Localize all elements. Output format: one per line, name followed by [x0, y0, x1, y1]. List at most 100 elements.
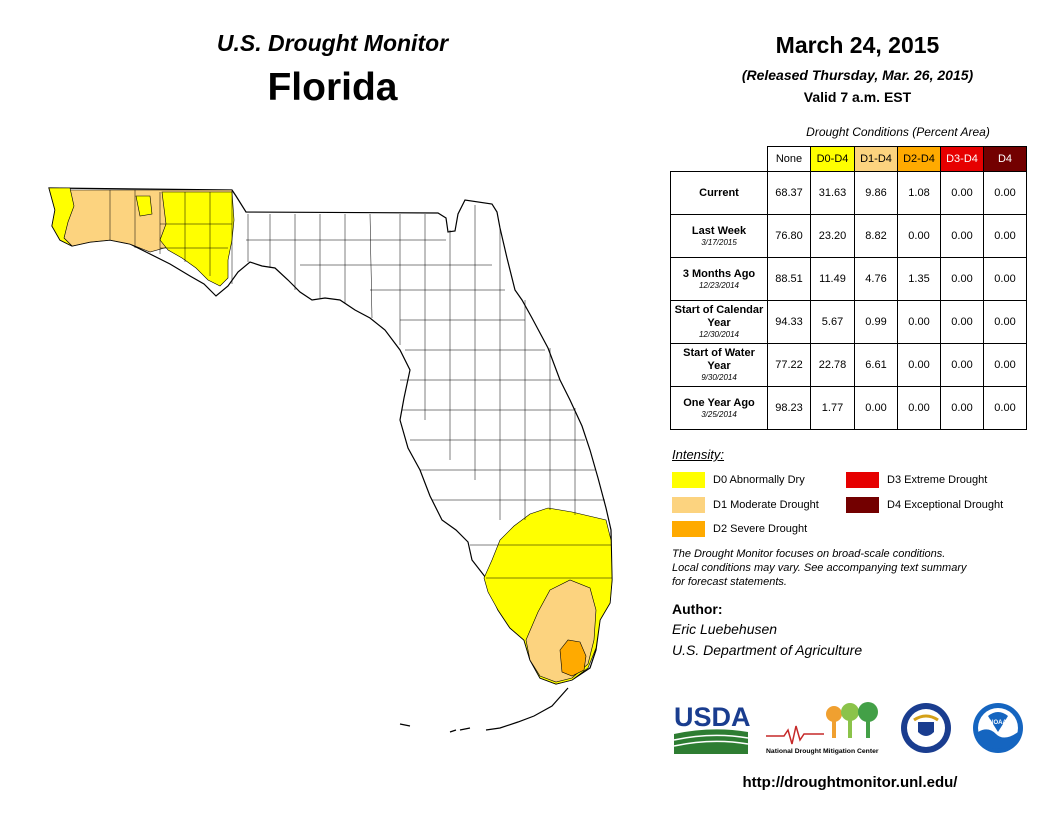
legend-label: D4 Exceptional Drought — [887, 499, 1004, 511]
table-row: Start of Water Year 9/30/2014 77.22 22.78… — [670, 343, 1027, 387]
note-line: Local conditions may vary. See accompany… — [672, 562, 967, 574]
panhandle-d0-small — [135, 195, 153, 217]
doc-seal-icon — [901, 703, 951, 753]
table-row: One Year Ago 3/25/2014 98.23 1.77 0.00 0.… — [670, 386, 1027, 430]
row-label: Start of Water Year 9/30/2014 — [670, 343, 768, 387]
usda-logo: USDA — [673, 702, 751, 754]
col-header: D0-D4 — [810, 146, 855, 172]
row-label-text: 3 Months Ago — [682, 267, 756, 280]
table-corner — [670, 146, 768, 172]
table-cell: 11.49 — [810, 257, 855, 301]
website-url[interactable]: http://droughtmonitor.unl.edu/ — [742, 774, 958, 791]
row-date: 9/30/2014 — [701, 373, 737, 382]
row-date: 12/23/2014 — [698, 280, 740, 290]
key-islands — [399, 723, 471, 733]
table-cell: 0.00 — [983, 214, 1027, 258]
table-cell: 0.00 — [940, 386, 984, 430]
col-header: D3-D4 — [940, 146, 984, 172]
state-title: Florida — [267, 66, 398, 109]
row-date: 3/17/2015 — [701, 237, 737, 247]
table-cell: 0.00 — [940, 343, 984, 387]
table-cell: 0.00 — [940, 171, 984, 215]
panhandle-d0-east — [159, 191, 235, 287]
row-label-text: Last Week — [691, 224, 747, 237]
row-date: 12/30/2014 — [698, 330, 740, 339]
legend-label: D1 Moderate Drought — [713, 499, 819, 511]
legend-item-d1: D1 Moderate Drought — [672, 497, 819, 513]
legend-label: D2 Severe Drought — [713, 523, 808, 535]
row-date: 3/25/2014 — [701, 409, 737, 419]
table-header-row: None D0-D4 D1-D4 D2-D4 D3-D4 D4 — [670, 146, 1027, 172]
table-row: Last Week 3/17/2015 76.80 23.20 8.82 0.00… — [670, 214, 1027, 258]
florida-keys — [485, 687, 569, 731]
row-label-text: Current — [699, 186, 739, 199]
col-header: None — [767, 146, 811, 172]
legend-label: D0 Abnormally Dry — [713, 474, 805, 486]
county-lines — [109, 190, 612, 579]
note-line: for forecast statements. — [672, 576, 787, 588]
table-cell: 6.61 — [854, 343, 898, 387]
table-cell: 94.33 — [767, 300, 811, 344]
usda-logo-text: USDA — [674, 702, 751, 732]
legend-item-d3: D3 Extreme Drought — [846, 472, 987, 488]
monitor-title: U.S. Drought Monitor — [216, 30, 449, 56]
table-cell: 76.80 — [767, 214, 811, 258]
row-label: One Year Ago 3/25/2014 — [670, 386, 768, 430]
legend-item-d0: D0 Abnormally Dry — [672, 472, 805, 488]
table-caption: Drought Conditions (Percent Area) — [806, 125, 990, 139]
map-date: March 24, 2015 — [775, 32, 940, 58]
table-row: 3 Months Ago 12/23/2014 88.51 11.49 4.76 … — [670, 257, 1027, 301]
table-cell: 0.00 — [983, 257, 1027, 301]
legend-title: Intensity: — [672, 447, 725, 462]
row-label-text: One Year Ago — [683, 396, 755, 409]
table-cell: 31.63 — [810, 171, 855, 215]
table-cell: 0.00 — [897, 214, 941, 258]
table-cell: 0.00 — [940, 300, 984, 344]
author-org: U.S. Department of Agriculture — [672, 642, 863, 658]
legend-item-d2: D2 Severe Drought — [672, 521, 807, 537]
legend-swatch — [672, 521, 705, 537]
table-cell: 23.20 — [810, 214, 855, 258]
noaa-logo-text: NOAA — [989, 720, 1007, 726]
table-cell: 0.00 — [983, 386, 1027, 430]
legend-label: D3 Extreme Drought — [887, 474, 988, 486]
col-header: D2-D4 — [897, 146, 941, 172]
legend-swatch — [846, 497, 879, 513]
table-cell: 4.76 — [854, 257, 898, 301]
table-cell: 0.00 — [897, 343, 941, 387]
table-cell: 5.67 — [810, 300, 855, 344]
table-cell: 0.00 — [940, 214, 984, 258]
col-header: D4 — [983, 146, 1027, 172]
author-label: Author: — [672, 601, 723, 617]
row-label: 3 Months Ago 12/23/2014 — [670, 257, 768, 301]
row-label: Start of Calendar Year 12/30/2014 — [670, 300, 768, 344]
release-date: (Released Thursday, Mar. 26, 2015) — [741, 67, 974, 83]
disclaimer-note: The Drought Monitor focuses on broad-sca… — [672, 547, 1022, 589]
table-cell: 68.37 — [767, 171, 811, 215]
table-cell: 0.99 — [854, 300, 898, 344]
note-line: The Drought Monitor focuses on broad-sca… — [672, 548, 946, 560]
legend-item-d4: D4 Exceptional Drought — [846, 497, 1003, 513]
table-cell: 0.00 — [854, 386, 898, 430]
table-cell: 88.51 — [767, 257, 811, 301]
legend-swatch — [846, 472, 879, 488]
ndmc-logo-text: National Drought Mitigation Center — [766, 748, 879, 755]
table-cell: 1.35 — [897, 257, 941, 301]
table-cell: 0.00 — [940, 257, 984, 301]
table-cell: 0.00 — [897, 300, 941, 344]
drought-conditions-table: None D0-D4 D1-D4 D2-D4 D3-D4 D4 Current … — [670, 146, 1027, 430]
col-header: D1-D4 — [854, 146, 898, 172]
row-label: Last Week 3/17/2015 — [670, 214, 768, 258]
table-cell: 0.00 — [983, 300, 1027, 344]
table-cell: 98.23 — [767, 386, 811, 430]
table-cell: 9.86 — [854, 171, 898, 215]
south-d2-area — [559, 639, 587, 677]
tree-icon — [826, 702, 878, 738]
noaa-logo: NOAA — [973, 703, 1023, 753]
florida-drought-map — [48, 187, 613, 733]
table-cell: 0.00 — [983, 343, 1027, 387]
table-cell: 1.77 — [810, 386, 855, 430]
table-cell: 22.78 — [810, 343, 855, 387]
legend-swatch — [672, 472, 705, 488]
table-row: Start of Calendar Year 12/30/2014 94.33 5… — [670, 300, 1027, 344]
